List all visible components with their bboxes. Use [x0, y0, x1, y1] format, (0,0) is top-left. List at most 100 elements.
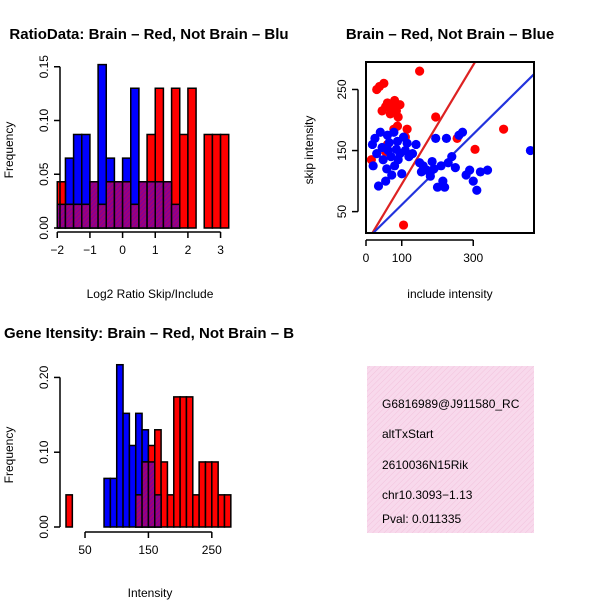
hist-bar-overlap [89, 181, 99, 229]
x-tick-label: 0 [363, 251, 370, 265]
info-panel: G6816989@J911580_RC altTxStart 2610036N1… [367, 366, 534, 533]
scatter-point-not-brain [368, 161, 378, 171]
hist-bar-brain [179, 396, 188, 528]
hist-bar-brain [166, 494, 175, 528]
hist-bar-overlap [64, 203, 75, 229]
ratio-histogram-title: RatioData: Brain – Red, Not Brain – Blu [9, 26, 288, 43]
scatter-point-not-brain [370, 133, 380, 143]
y-tick-label: 150 [335, 140, 349, 160]
ratio-histogram-panel: RatioData: Brain – Red, Not Brain – Blu … [2, 26, 289, 301]
scatter-point-not-brain [436, 161, 446, 171]
scatter-point-not-brain [378, 155, 388, 165]
x-tick-label: 0 [119, 243, 126, 257]
ratio-histogram-xlabel: Log2 Ratio Skip/Include [87, 287, 214, 301]
scatter-point-not-brain [397, 169, 407, 179]
hist-bar-overlap [113, 181, 124, 229]
scatter-point-not-brain [407, 149, 418, 159]
hist-bar-brain [211, 461, 219, 528]
x-tick-label: 150 [138, 543, 158, 557]
scatter-point-not-brain [402, 138, 412, 148]
hist-bar-brain [65, 494, 74, 528]
scatter-point-brain [393, 112, 403, 122]
info-event-type: altTxStart [382, 427, 434, 441]
scatter-point-not-brain [372, 149, 382, 159]
hist-bar-not-brain [122, 412, 131, 528]
ratio-histogram-axes: −2 −1 0 1 2 3 0.00 0.05 0.10 0.15 [37, 55, 224, 257]
hist-bar-overlap [154, 181, 165, 229]
y-tick-label: 0.00 [37, 216, 51, 240]
scatter-point-brain [379, 78, 389, 88]
scatter-point-not-brain [482, 165, 493, 175]
hist-bar-overlap [162, 181, 173, 229]
scatter-point-not-brain [387, 170, 397, 180]
ratio-histogram-ylabel: Frequency [2, 122, 16, 179]
hist-bar-brain [204, 461, 213, 528]
scatter-point-not-brain [431, 133, 441, 143]
x-tick-label: −1 [83, 243, 97, 257]
info-gene-name: 2610036N15Rik [382, 458, 469, 472]
hist-bar-overlap [130, 203, 140, 229]
scatter-point-brain [470, 144, 480, 154]
intensity-histogram-ylabel: Frequency [2, 427, 16, 484]
scatter-point-brain [415, 66, 425, 76]
hist-bar-overlap [72, 203, 83, 229]
scatter-point-not-brain [382, 164, 392, 174]
hist-bar-brain [223, 494, 232, 528]
y-tick-label: 0.10 [37, 440, 51, 464]
scatter-point-not-brain [375, 127, 385, 137]
hist-bar-brain [219, 133, 230, 229]
info-panel-background [367, 366, 534, 533]
fit-line-brain-fit [371, 62, 476, 233]
scatter-point-brain [395, 100, 405, 110]
hist-bar-overlap [134, 494, 143, 528]
x-tick-label: 100 [392, 251, 412, 265]
scatter-point-not-brain [441, 133, 452, 143]
info-location: chr10.3093−1.13 [382, 488, 473, 502]
y-tick-label: 0.15 [37, 55, 51, 79]
hist-bar-not-brain [97, 63, 108, 229]
scatter-point-not-brain [381, 176, 391, 186]
info-pval: Pval: 0.011335 [382, 512, 461, 526]
hist-bar-not-brain [115, 363, 124, 528]
ratio-histogram-bars [56, 63, 230, 229]
hist-bar-brain [192, 494, 200, 528]
hist-bar-overlap [147, 461, 156, 528]
y-tick-label: 50 [335, 205, 349, 219]
hist-bar-overlap [121, 181, 132, 229]
x-tick-label: 1 [152, 243, 159, 257]
scatter-point-not-brain [427, 156, 437, 167]
scatter-point-brain [431, 112, 441, 122]
hist-bar-brain [198, 461, 207, 528]
scatter-point-not-brain [457, 127, 468, 137]
scatter-plot-area [365, 61, 535, 234]
hist-bar-brain [185, 396, 194, 528]
hist-bar-overlap [81, 203, 91, 229]
intensity-histogram-axes: 50 150 250 0.00 0.10 0.20 [37, 365, 222, 557]
scatter-point-not-brain [465, 165, 475, 175]
scatter-point-not-brain [468, 176, 478, 186]
hist-bar-not-brain [109, 477, 118, 528]
scatter-point-not-brain [475, 167, 485, 177]
scatter-axes: 0 100 300 50 150 250 [335, 79, 484, 265]
hist-bar-brain [173, 396, 181, 528]
y-tick-label: 0.05 [37, 162, 51, 186]
x-tick-label: 300 [463, 251, 483, 265]
hist-bar-not-brain [128, 444, 137, 528]
hist-bar-overlap [141, 461, 150, 528]
scatter-point-not-brain [450, 163, 460, 173]
hist-bar-overlap [146, 181, 156, 229]
hist-bar-brain [211, 133, 222, 229]
scatter-point-not-brain [386, 152, 396, 162]
x-tick-label: 2 [185, 243, 192, 257]
y-tick-label: 0.00 [37, 515, 51, 539]
scatter-frame [365, 61, 535, 234]
info-probe-id: G6816989@J911580_RC [382, 397, 520, 411]
hist-bar-brain [178, 133, 189, 229]
scatter-point-not-brain [373, 181, 384, 191]
intensity-histogram-bars [65, 363, 232, 528]
x-tick-label: 250 [202, 543, 222, 557]
scatter-point-not-brain [389, 127, 399, 137]
hist-bar-brain [217, 494, 226, 528]
hist-bar-overlap [170, 203, 181, 229]
